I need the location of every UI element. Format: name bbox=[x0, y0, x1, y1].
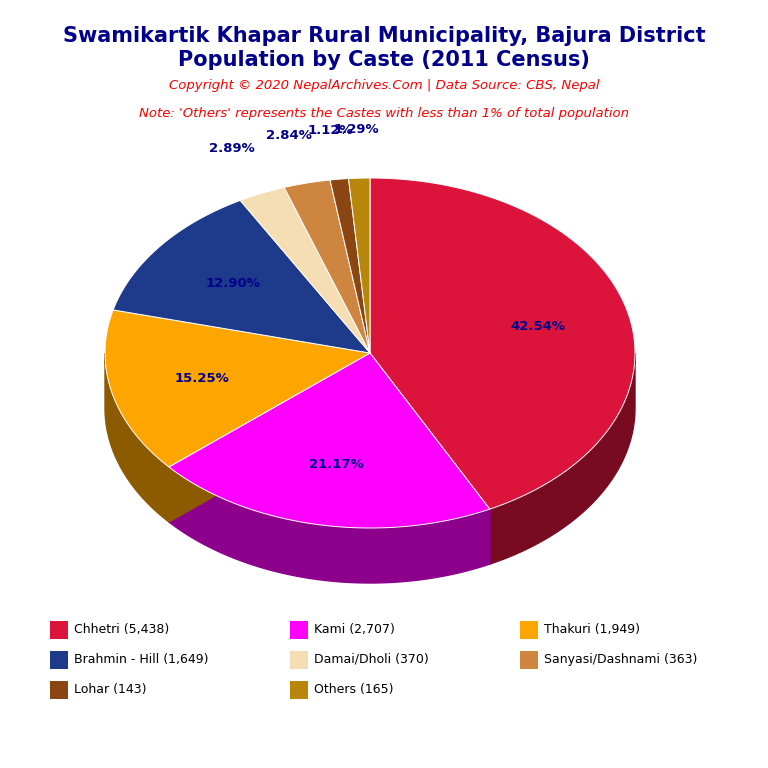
Text: Brahmin - Hill (1,649): Brahmin - Hill (1,649) bbox=[74, 653, 208, 666]
Text: 15.25%: 15.25% bbox=[175, 372, 230, 386]
Polygon shape bbox=[169, 353, 490, 528]
Polygon shape bbox=[169, 353, 370, 522]
Polygon shape bbox=[370, 178, 635, 509]
Text: Kami (2,707): Kami (2,707) bbox=[314, 623, 395, 635]
Polygon shape bbox=[284, 180, 370, 353]
Polygon shape bbox=[169, 353, 370, 522]
Bar bbox=[50, 681, 68, 699]
Text: 2.84%: 2.84% bbox=[266, 129, 312, 142]
Polygon shape bbox=[113, 200, 370, 353]
Text: Swamikartik Khapar Rural Municipality, Bajura District: Swamikartik Khapar Rural Municipality, B… bbox=[63, 26, 705, 46]
Polygon shape bbox=[105, 310, 370, 467]
Text: Damai/Dholi (370): Damai/Dholi (370) bbox=[314, 653, 429, 666]
Bar bbox=[520, 651, 538, 669]
Text: 42.54%: 42.54% bbox=[510, 320, 565, 333]
Text: 12.90%: 12.90% bbox=[206, 277, 260, 290]
Text: Chhetri (5,438): Chhetri (5,438) bbox=[74, 623, 169, 635]
Bar bbox=[50, 621, 68, 639]
Text: Note: 'Others' represents the Castes with less than 1% of total population: Note: 'Others' represents the Castes wit… bbox=[139, 107, 629, 120]
Bar bbox=[50, 651, 68, 669]
Polygon shape bbox=[490, 353, 635, 564]
Text: Lohar (143): Lohar (143) bbox=[74, 683, 147, 696]
Text: 1.12%: 1.12% bbox=[308, 124, 353, 137]
Text: 2.89%: 2.89% bbox=[209, 142, 254, 155]
Polygon shape bbox=[370, 353, 490, 564]
Bar bbox=[290, 651, 308, 669]
Text: Thakuri (1,949): Thakuri (1,949) bbox=[544, 623, 640, 635]
Polygon shape bbox=[370, 353, 490, 564]
Text: Sanyasi/Dashnami (363): Sanyasi/Dashnami (363) bbox=[544, 653, 697, 666]
Text: Population by Caste (2011 Census): Population by Caste (2011 Census) bbox=[178, 50, 590, 70]
Polygon shape bbox=[240, 187, 370, 353]
Bar bbox=[290, 681, 308, 699]
Bar bbox=[290, 621, 308, 639]
Polygon shape bbox=[169, 467, 490, 583]
Polygon shape bbox=[349, 178, 370, 353]
Text: Copyright © 2020 NepalArchives.Com | Data Source: CBS, Nepal: Copyright © 2020 NepalArchives.Com | Dat… bbox=[169, 80, 599, 92]
Polygon shape bbox=[105, 353, 169, 522]
Text: 21.17%: 21.17% bbox=[309, 458, 364, 471]
Bar bbox=[520, 621, 538, 639]
Text: Others (165): Others (165) bbox=[314, 683, 393, 696]
Polygon shape bbox=[330, 179, 370, 353]
Text: 1.29%: 1.29% bbox=[333, 123, 379, 136]
